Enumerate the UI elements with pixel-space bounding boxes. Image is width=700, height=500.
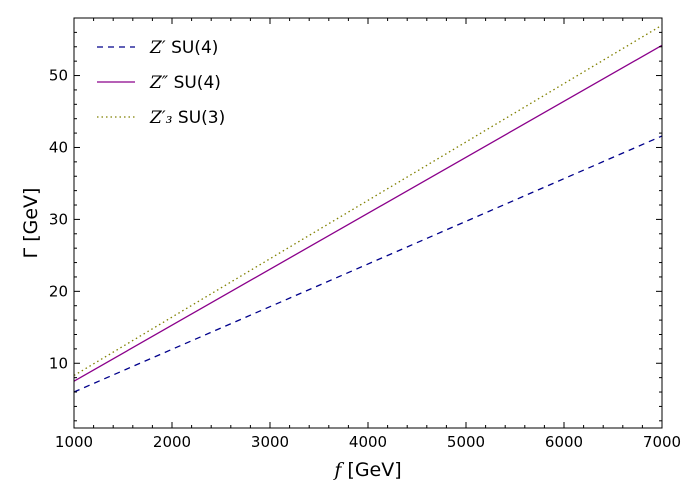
x-tick-label: 4000 xyxy=(349,433,387,451)
y-axis-unit: [GeV] xyxy=(20,188,42,248)
legend-label-1: Z′ SU(4) xyxy=(149,38,218,58)
x-axis-unit: [GeV] xyxy=(341,459,401,481)
legend-symbol-2: Z″ xyxy=(149,73,169,93)
y-tick-label: 40 xyxy=(49,138,68,156)
x-axis-label: f [GeV] xyxy=(332,459,401,481)
y-tick-label: 30 xyxy=(49,210,68,228)
x-tick-label: 1000 xyxy=(55,433,93,451)
plot-background xyxy=(74,18,662,428)
x-tick-label: 2000 xyxy=(153,433,191,451)
legend-name-3: SU(3) xyxy=(173,108,226,128)
legend-symbol-1: Z′ xyxy=(149,38,166,58)
x-tick-label: 7000 xyxy=(643,433,681,451)
legend: Z′ SU(4)Z″ SU(4)Z′₃ SU(3) xyxy=(97,38,225,128)
x-axis-symbol: f xyxy=(332,459,344,481)
series-layer xyxy=(73,24,663,393)
y-tick-label: 50 xyxy=(49,67,68,85)
legend-label-2: Z″ SU(4) xyxy=(149,73,221,93)
y-tick-label: 20 xyxy=(49,282,68,300)
y-tick-label: 10 xyxy=(49,354,68,372)
x-tick-label: 6000 xyxy=(545,433,583,451)
series-line-3 xyxy=(73,24,663,377)
series-line-2 xyxy=(73,44,663,382)
y-axis-symbol: Γ xyxy=(20,247,42,258)
legend-name-1: SU(4) xyxy=(166,38,219,58)
y-axis-label: Γ [GeV] xyxy=(20,188,42,259)
x-tick-label: 5000 xyxy=(447,433,485,451)
legend-name-2: SU(4) xyxy=(168,73,221,93)
legend-label-3: Z′₃ SU(3) xyxy=(149,108,225,128)
legend-symbol-3: Z′₃ xyxy=(149,108,173,128)
x-tick-label: 3000 xyxy=(251,433,289,451)
series-line-1 xyxy=(73,135,663,393)
plot-frame xyxy=(73,17,663,429)
